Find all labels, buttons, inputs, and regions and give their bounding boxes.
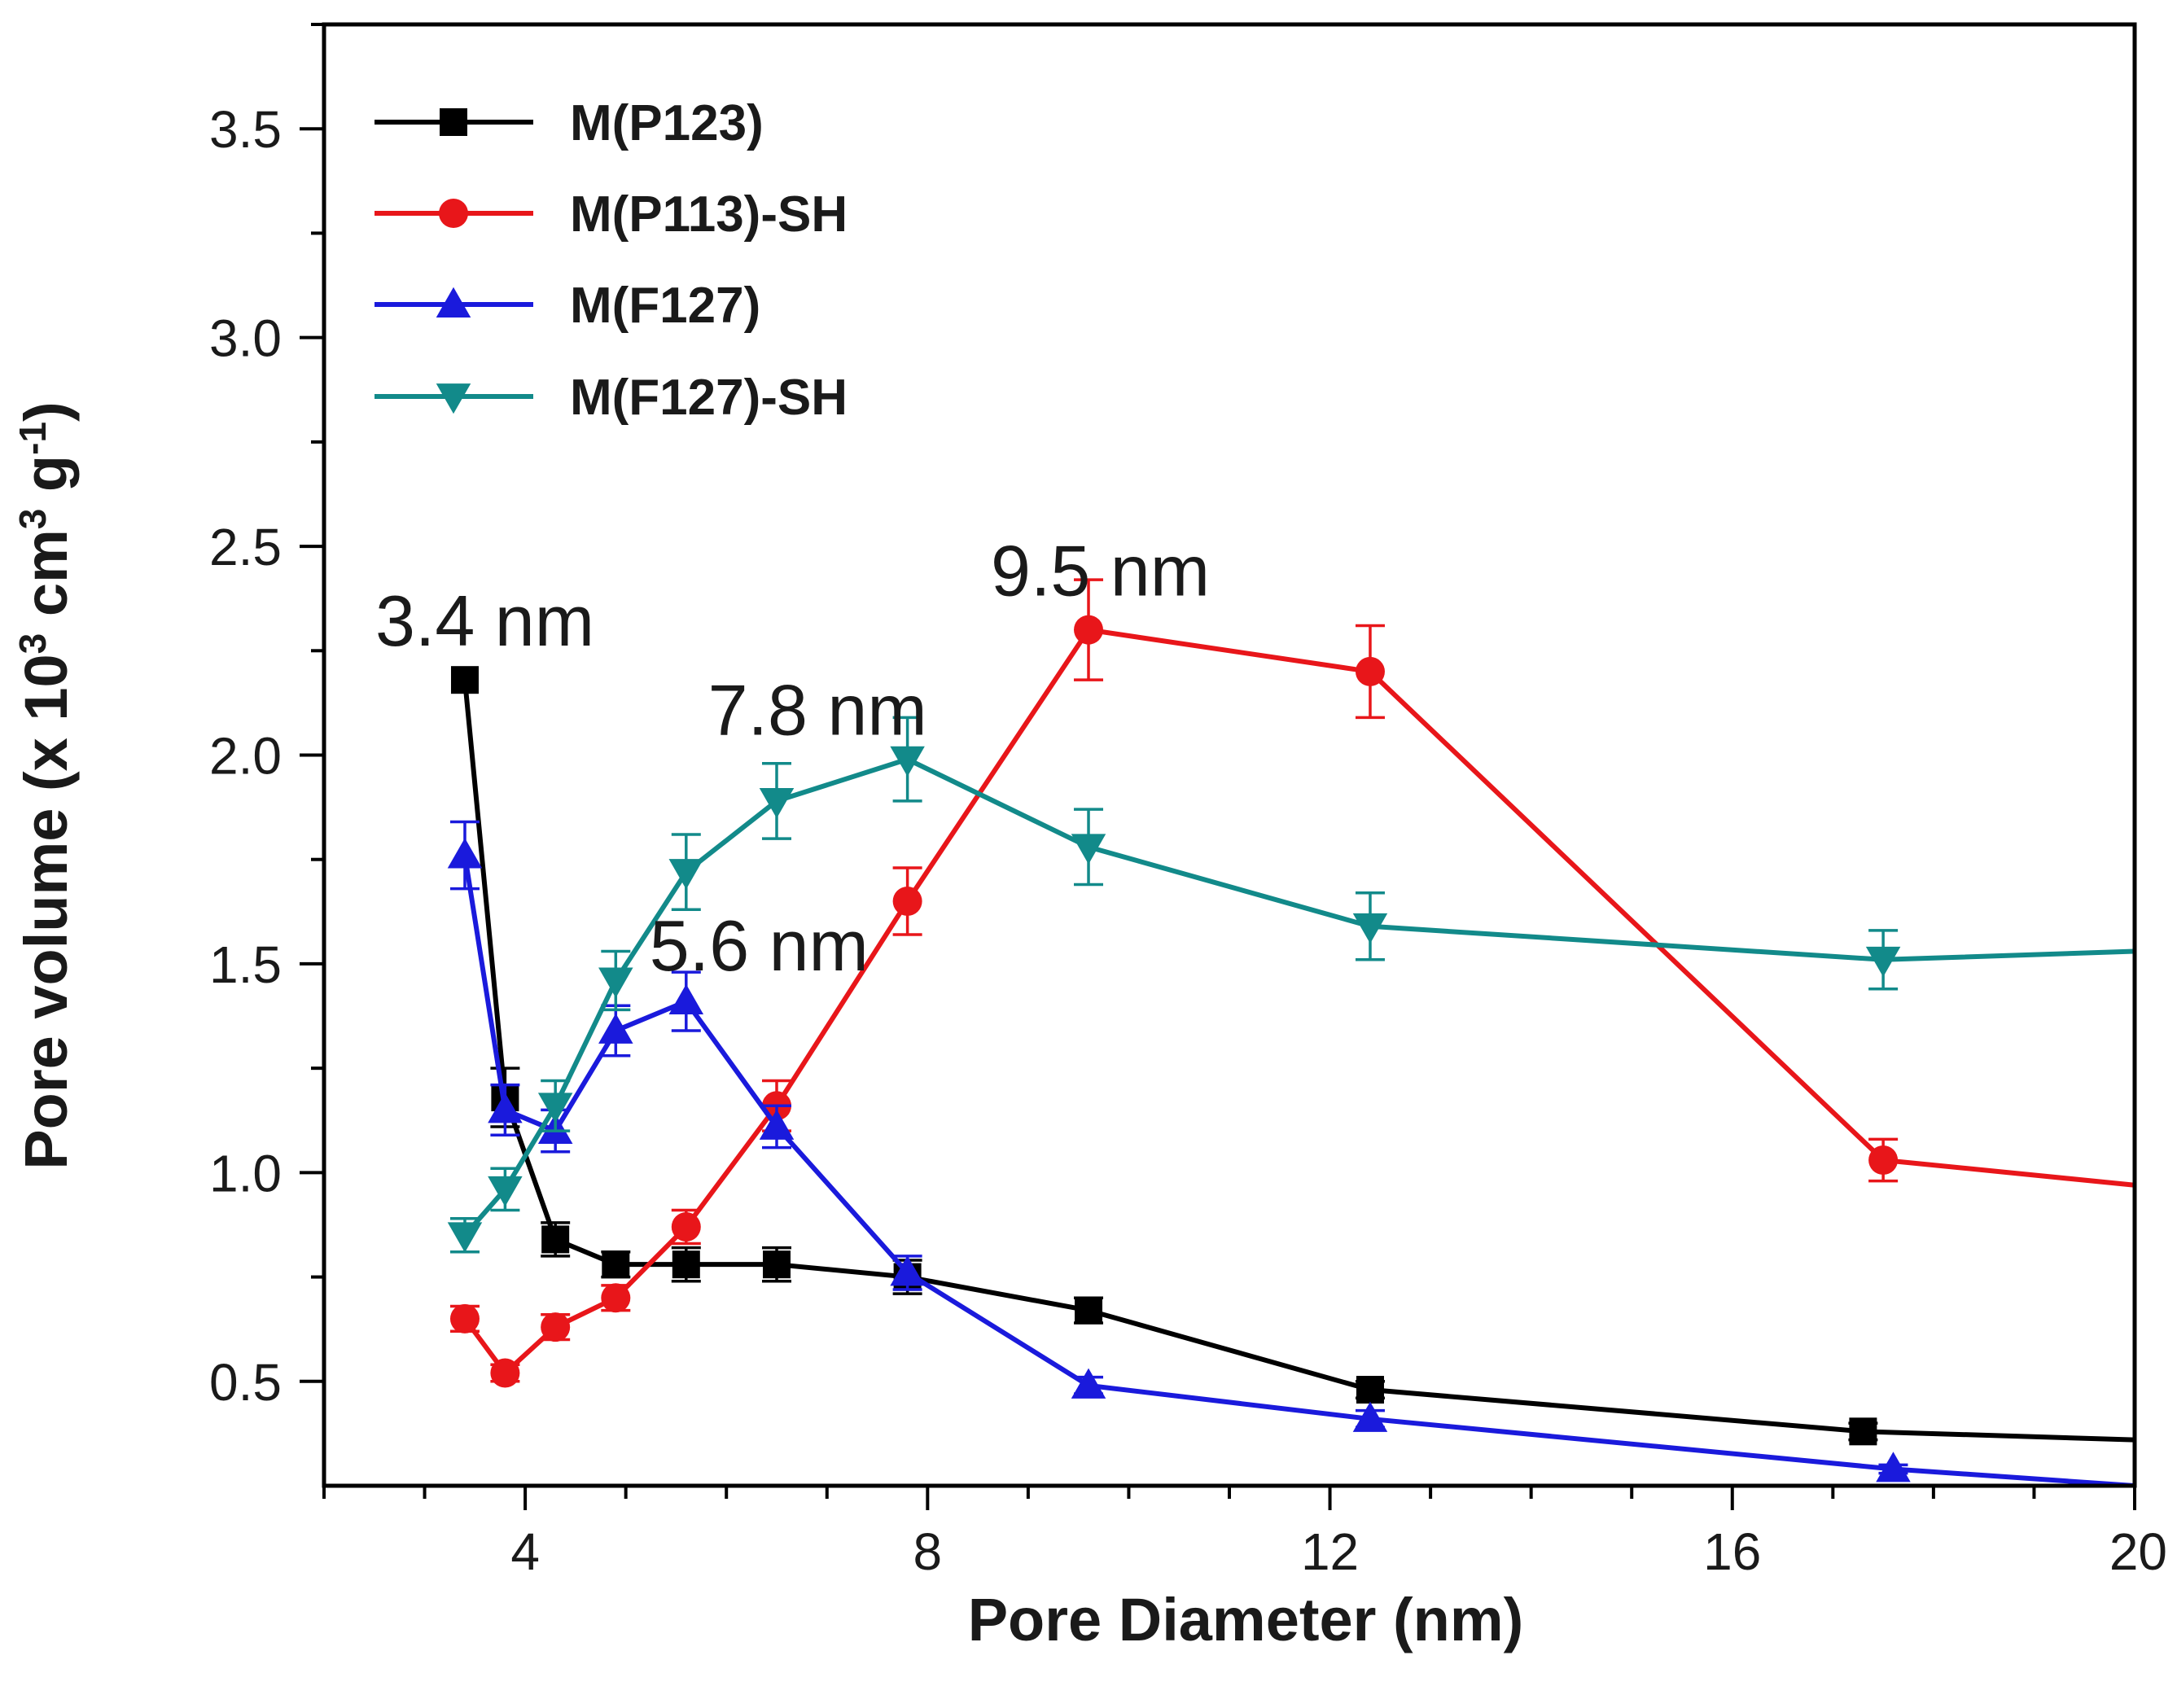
y-tick-label-1: 1.0: [209, 1144, 282, 1202]
annotation-0: 3.4 nm: [375, 580, 594, 661]
data-point-1-8: [1355, 656, 1385, 686]
y-axis-title-part-4: g: [12, 455, 80, 509]
data-point-1-4: [671, 1212, 701, 1242]
legend-marker-2: [436, 287, 471, 318]
legend-marker-3: [436, 383, 471, 414]
legend-marker-1: [439, 199, 468, 228]
data-point-3-0: [447, 1222, 483, 1253]
data-point-2-6: [890, 1255, 925, 1286]
data-point-2-4: [668, 983, 704, 1015]
legend-label-3: M(F127)-SH: [570, 370, 848, 426]
y-axis-title-part-5: -1: [11, 422, 54, 455]
x-axis-title: Pore Diameter (nm): [968, 1586, 1524, 1653]
y-axis-title: Pore volume (x 103 cm3 g-1): [11, 401, 80, 1169]
legend-label-1: M(P113)-SH: [570, 186, 848, 243]
data-point-0-9: [1849, 1417, 1877, 1446]
data-point-0-7: [1075, 1296, 1103, 1325]
y-tick-label-3.5: 3.5: [209, 100, 282, 159]
data-point-3-2: [537, 1093, 573, 1123]
x-tick-label-8: 8: [913, 1522, 943, 1581]
data-point-1-2: [541, 1312, 571, 1342]
x-tick-label-4: 4: [510, 1522, 540, 1581]
data-point-3-7: [1071, 834, 1106, 865]
data-point-1-7: [1074, 615, 1104, 645]
data-point-3-8: [1352, 913, 1388, 944]
y-tick-label-3: 3.0: [209, 309, 282, 368]
data-point-0-4: [672, 1250, 700, 1279]
data-point-2-1: [488, 1093, 523, 1123]
y-axis-title-part-6: ): [12, 401, 80, 422]
y-tick-label-2.5: 2.5: [209, 518, 282, 576]
legend-label-2: M(F127): [570, 278, 760, 334]
data-point-2-9: [1876, 1452, 1911, 1482]
data-point-3-4: [668, 859, 704, 890]
data-point-1-3: [601, 1283, 631, 1313]
legend-marker-0: [440, 108, 467, 136]
legend: M(P123) M(P113)-SH M(F127) M(F127)-SH: [375, 95, 848, 426]
x-tick-label-12: 12: [1301, 1522, 1359, 1581]
data-point-2-8: [1352, 1401, 1388, 1432]
data-point-1-6: [892, 887, 922, 916]
y-tick-label-2: 2.0: [209, 727, 282, 786]
data-point-3-1: [488, 1176, 523, 1207]
series-group: [447, 578, 2135, 1486]
y-tick-label-0.5: 0.5: [209, 1353, 282, 1412]
annotation-3: 5.6 nm: [650, 905, 869, 986]
annotations: 3.4 nm 9.5 nm 7.8 nm 5.6 nm: [375, 531, 1210, 986]
y-axis-title-part-2: cm: [12, 529, 80, 633]
plot-area: [447, 578, 2135, 1486]
y-tick-label-1.5: 1.5: [209, 935, 282, 994]
data-point-3-9: [1865, 946, 1901, 978]
data-point-3-5: [759, 787, 795, 819]
data-point-2-5: [759, 1109, 795, 1140]
y-axis-title-part-3: 3: [11, 509, 54, 530]
plot-frame: [322, 22, 2137, 1488]
y-axis-title-part-0: Pore volume (x 10: [12, 654, 80, 1169]
annotation-2: 7.8 nm: [708, 670, 927, 751]
data-point-2-3: [598, 1013, 633, 1044]
data-point-0-5: [763, 1250, 791, 1279]
data-point-0-0: [450, 666, 479, 694]
data-point-3-6: [890, 746, 925, 777]
data-point-1-1: [490, 1358, 520, 1388]
data-point-2-0: [447, 838, 483, 869]
legend-label-0: M(P123): [570, 95, 764, 151]
annotation-1: 9.5 nm: [991, 531, 1210, 611]
x-tick-label-20: 20: [2109, 1522, 2167, 1581]
data-point-1-9: [1868, 1145, 1899, 1175]
data-point-2-7: [1071, 1368, 1106, 1399]
x-tick-label-16: 16: [1703, 1522, 1761, 1581]
axes: 4 8 12 16 20 0.5 1.0 1.5 2.0 2.5 3.0 3.5: [209, 22, 2167, 1581]
y-axis-title-part-1: 3: [11, 633, 54, 655]
data-point-0-8: [1356, 1376, 1384, 1404]
data-point-1-0: [449, 1303, 480, 1334]
data-point-0-3: [602, 1250, 630, 1279]
data-point-3-3: [598, 967, 633, 998]
data-point-0-2: [541, 1225, 570, 1254]
series-line-0: [462, 679, 2135, 1443]
